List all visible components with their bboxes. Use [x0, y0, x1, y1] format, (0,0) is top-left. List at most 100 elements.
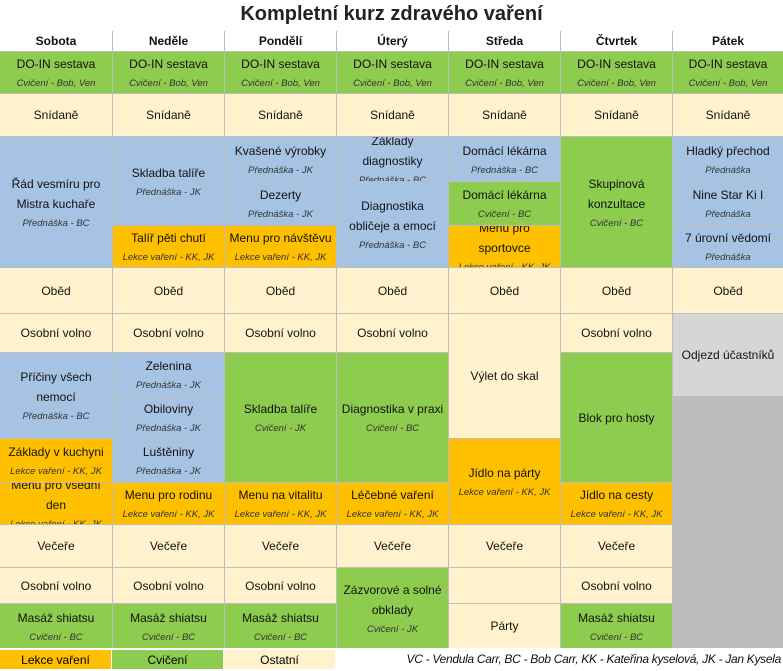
- schedule-cell: Párty: [449, 604, 560, 648]
- session-title: Skladba talíře: [243, 402, 318, 416]
- session-title: Skladba talíře: [131, 165, 206, 180]
- session-title: DO-IN sestava: [465, 57, 544, 71]
- schedule-cell: Osobní volno: [561, 314, 672, 352]
- schedule-cell: Masáž shiatsu Cvičení - BC: [561, 604, 672, 648]
- session-title: DO-IN sestava: [353, 57, 432, 71]
- session-type: Přednáška - BC: [358, 240, 427, 251]
- schedule-cell: Oběd: [673, 268, 783, 313]
- session-title: Domácí lékárna: [462, 143, 547, 158]
- session-title: Snídaně: [594, 108, 639, 122]
- day-header: Pátek: [673, 31, 783, 51]
- schedule-cell: Snídaně: [449, 94, 560, 136]
- session-title: Talíř pěti chutí: [131, 231, 206, 245]
- session-title: Oběd: [153, 283, 184, 298]
- session-type: Lekce vaření - KK, JK: [234, 509, 327, 520]
- schedule-cell: Oběd: [225, 268, 336, 313]
- schedule-cell: Řád vesmíru pro Mistra kuchaře Přednáška …: [0, 137, 112, 267]
- session-title: Základy v kuchyni: [8, 445, 104, 459]
- session-title: Domácí lékárna: [462, 188, 547, 202]
- schedule-cell: Léčebné vaření Lekce vaření - KK, JK: [337, 483, 448, 524]
- schedule-cell: Blok pro hosty: [561, 353, 672, 482]
- session-type: Lekce vaření - KK, JK: [459, 260, 551, 267]
- session-title: Menu pro sportovce: [478, 226, 531, 255]
- legend-exercise: Cvičení: [112, 650, 223, 669]
- schedule-cell: Menu pro rodinu Lekce vaření - KK, JK: [113, 483, 224, 524]
- schedule-cell: Oběd: [337, 268, 448, 313]
- schedule-cell: Obiloviny Přednáška - JK: [113, 397, 224, 438]
- legend-bar: Lekce vaření Cvičení Ostatní VC - Vendul…: [0, 648, 783, 671]
- schedule-cell: Oběd: [0, 268, 112, 313]
- session-type: Přednáška - JK: [136, 466, 201, 477]
- session-title: Masáž shiatsu: [578, 610, 655, 625]
- schedule-cell: Snídaně: [561, 94, 672, 136]
- schedule-cell: Luštěniny Přednáška - JK: [113, 439, 224, 482]
- session-type: Cvičení - BC: [253, 631, 308, 643]
- session-type: Přednáška: [705, 252, 751, 263]
- session-title: Nine Star Ki I: [692, 188, 764, 202]
- schedule-cell: Masáž shiatsu Cvičení - BC: [113, 604, 224, 648]
- day-header: Neděle: [113, 31, 224, 51]
- session-title: Menu na vitalitu: [238, 488, 323, 502]
- session-title: Příčiny všech nemocí: [20, 370, 92, 404]
- session-type: Přednáška - BC: [470, 164, 539, 176]
- schedule-cell: Oběd: [113, 268, 224, 313]
- session-title: DO-IN sestava: [16, 57, 96, 71]
- schedule-cell: Skladba talíře Cvičení - JK: [225, 353, 336, 482]
- schedule-cell: Odjezd účastníků: [673, 314, 783, 396]
- session-title: Večeře: [37, 539, 75, 553]
- schedule-cell: Masáž shiatsu Cvičení - BC: [225, 604, 336, 648]
- schedule-cell: 7 úrovní vědomí Přednáška: [673, 226, 783, 267]
- schedule-cell: Snídaně: [673, 94, 783, 136]
- session-type: Přednáška - BC: [22, 411, 90, 422]
- session-type: Lekce vaření - KK, JK: [346, 509, 439, 520]
- schedule-cell: Osobní volno: [0, 314, 112, 352]
- session-title: Snídaně: [370, 108, 415, 122]
- session-title: Oběd: [489, 283, 520, 298]
- session-type: Přednáška: [705, 209, 751, 220]
- session-type: Lekce vaření - KK, JK: [10, 517, 102, 524]
- credits: VC - Vendula Carr, BC - Bob Carr, KK - K…: [406, 652, 782, 666]
- schedule-cell: Jídlo na cesty Lekce vaření - KK, JK: [561, 483, 672, 524]
- schedule-cell: Výlet do skal: [449, 314, 560, 438]
- schedule-cell: [449, 568, 560, 603]
- schedule-cell: DO-IN sestava Cvičení - Bob, Ven: [673, 52, 783, 93]
- schedule-cell: Večeře: [225, 525, 336, 567]
- session-title: Hladký přechod: [686, 143, 770, 158]
- session-title: Menu pro návštěvu: [229, 231, 332, 245]
- session-type: Lekce vaření - KK, JK: [458, 487, 551, 498]
- schedule-cell: Kvašené výrobky Přednáška - JK: [225, 137, 336, 181]
- session-title: DO-IN sestava: [129, 57, 208, 71]
- session-title: Zelenina: [145, 359, 192, 373]
- session-title: Diagnostika obličeje a emocí: [349, 199, 436, 233]
- session-type: Přednáška - BC: [358, 174, 427, 182]
- session-title: Večeře: [485, 539, 524, 553]
- schedule-cell: Osobní volno: [561, 568, 672, 603]
- day-header: Pondělí: [225, 31, 336, 51]
- session-title: Snídaně: [33, 108, 79, 122]
- schedule-cell: Osobní volno: [225, 314, 336, 352]
- schedule-cell: Nine Star Ki I Přednáška: [673, 182, 783, 225]
- schedule-cell: Menu na vitalitu Lekce vaření - KK, JK: [225, 483, 336, 524]
- schedule-cell: Snídaně: [337, 94, 448, 136]
- session-title: Zázvorové a solné obklady: [343, 582, 442, 617]
- schedule-cell: Oběd: [449, 268, 560, 313]
- session-title: Osobní volno: [245, 326, 316, 340]
- day-header: Středa: [449, 31, 560, 51]
- schedule-cell: Osobní volno: [0, 568, 112, 603]
- session-title: DO-IN sestava: [688, 57, 768, 71]
- schedule-cell: DO-IN sestava Cvičení - Bob, Ven: [337, 52, 448, 93]
- day-header: Úterý: [337, 31, 448, 51]
- session-type: Lekce vaření - KK, JK: [570, 509, 663, 520]
- session-title: Menu pro všední den: [11, 483, 101, 512]
- session-type: Přednáška - BC: [22, 217, 90, 229]
- session-type: Přednáška: [705, 164, 751, 176]
- session-title: Párty: [490, 619, 519, 633]
- schedule-cell: Zelenina Přednáška - JK: [113, 353, 224, 396]
- session-type: Přednáška - JK: [248, 209, 313, 220]
- legend-cooking: Lekce vaření: [0, 650, 111, 669]
- session-title: Výlet do skal: [470, 369, 539, 383]
- session-title: Večeře: [149, 539, 188, 553]
- session-title: Osobní volno: [20, 578, 92, 593]
- session-title: Oběd: [601, 283, 632, 298]
- schedule-cell: Večeře: [337, 525, 448, 567]
